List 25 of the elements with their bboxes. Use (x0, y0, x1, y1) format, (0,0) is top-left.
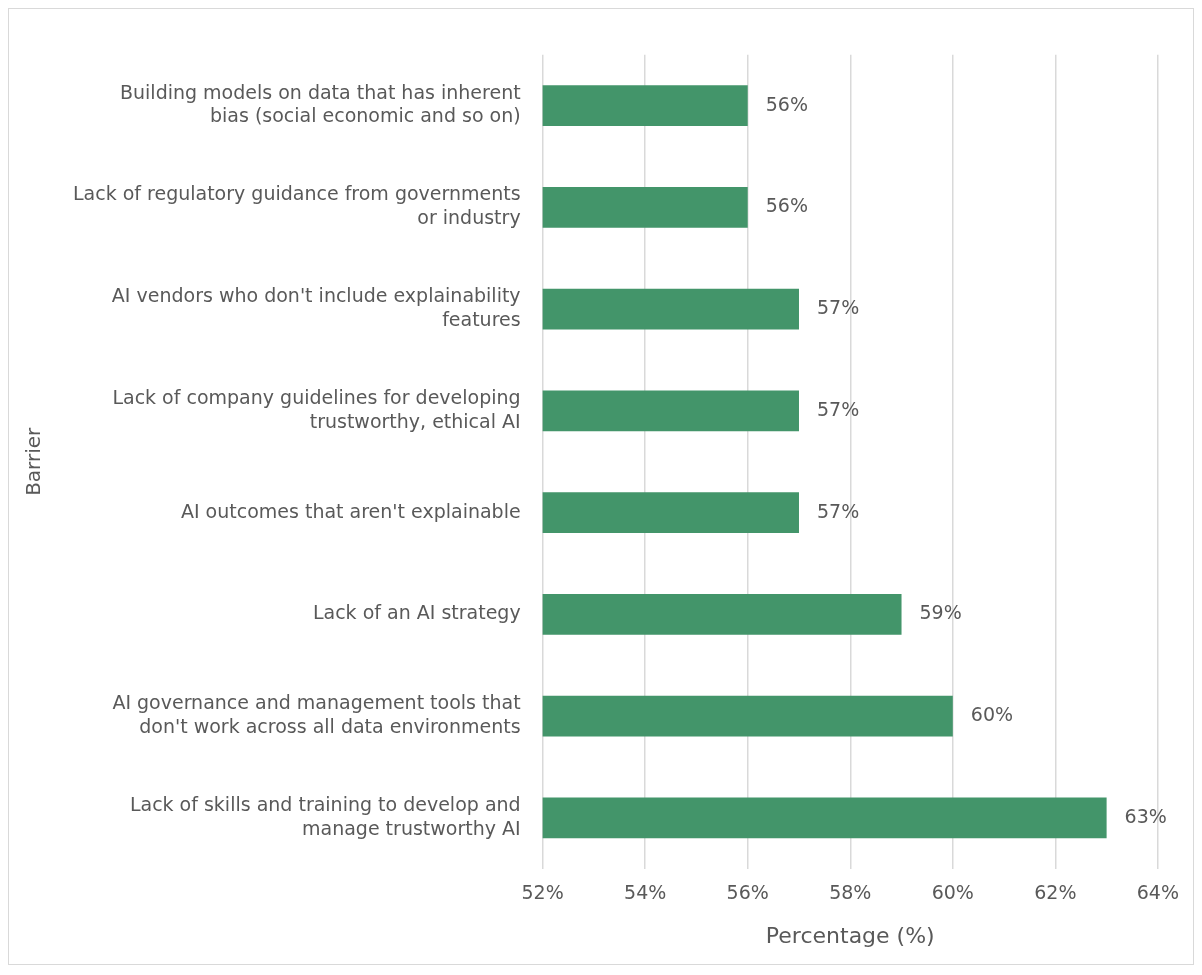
data-label: 56% (765, 194, 808, 217)
data-label: 56% (765, 92, 808, 115)
x-axis-title: Percentage (%) (765, 922, 935, 948)
data-label: 57% (816, 397, 860, 420)
data-label: 57% (816, 296, 860, 319)
x-tick-label: 64% (1136, 881, 1179, 904)
x-tick-label: 52% (521, 881, 564, 904)
x-tick-label: 62% (1034, 881, 1077, 904)
data-label: 57% (816, 499, 860, 522)
y-tick-label: Building models on data that has inherent bias (social economic and so on) (119, 80, 521, 127)
data-label: 63% (1124, 804, 1167, 827)
y-tick-label: AI vendors who don't include explainability features (111, 284, 521, 330)
y-tick-label: AI governance and management tools that don't work across all data environments (112, 691, 521, 737)
x-tick-label: 56% (726, 881, 769, 904)
y-tick-label: Lack of skills and training to develop and manage trustworthy AI (129, 792, 521, 839)
y-tick-label: AI outcomes that aren't explainable (180, 499, 521, 522)
y-tick-label: Lack of an AI strategy (312, 601, 521, 624)
y-axis-title: Barrier (21, 426, 46, 496)
x-tick-label: 60% (931, 881, 974, 904)
x-tick-label: 58% (829, 881, 872, 904)
x-tick-label: 54% (624, 881, 667, 904)
y-tick-label: Lack of regulatory guidance from governments or industry (72, 182, 521, 229)
data-label: 59% (919, 601, 962, 624)
data-label: 60% (970, 703, 1014, 726)
y-tick-label: Lack of company guidelines for developing trustworthy, ethical AI (112, 385, 521, 432)
